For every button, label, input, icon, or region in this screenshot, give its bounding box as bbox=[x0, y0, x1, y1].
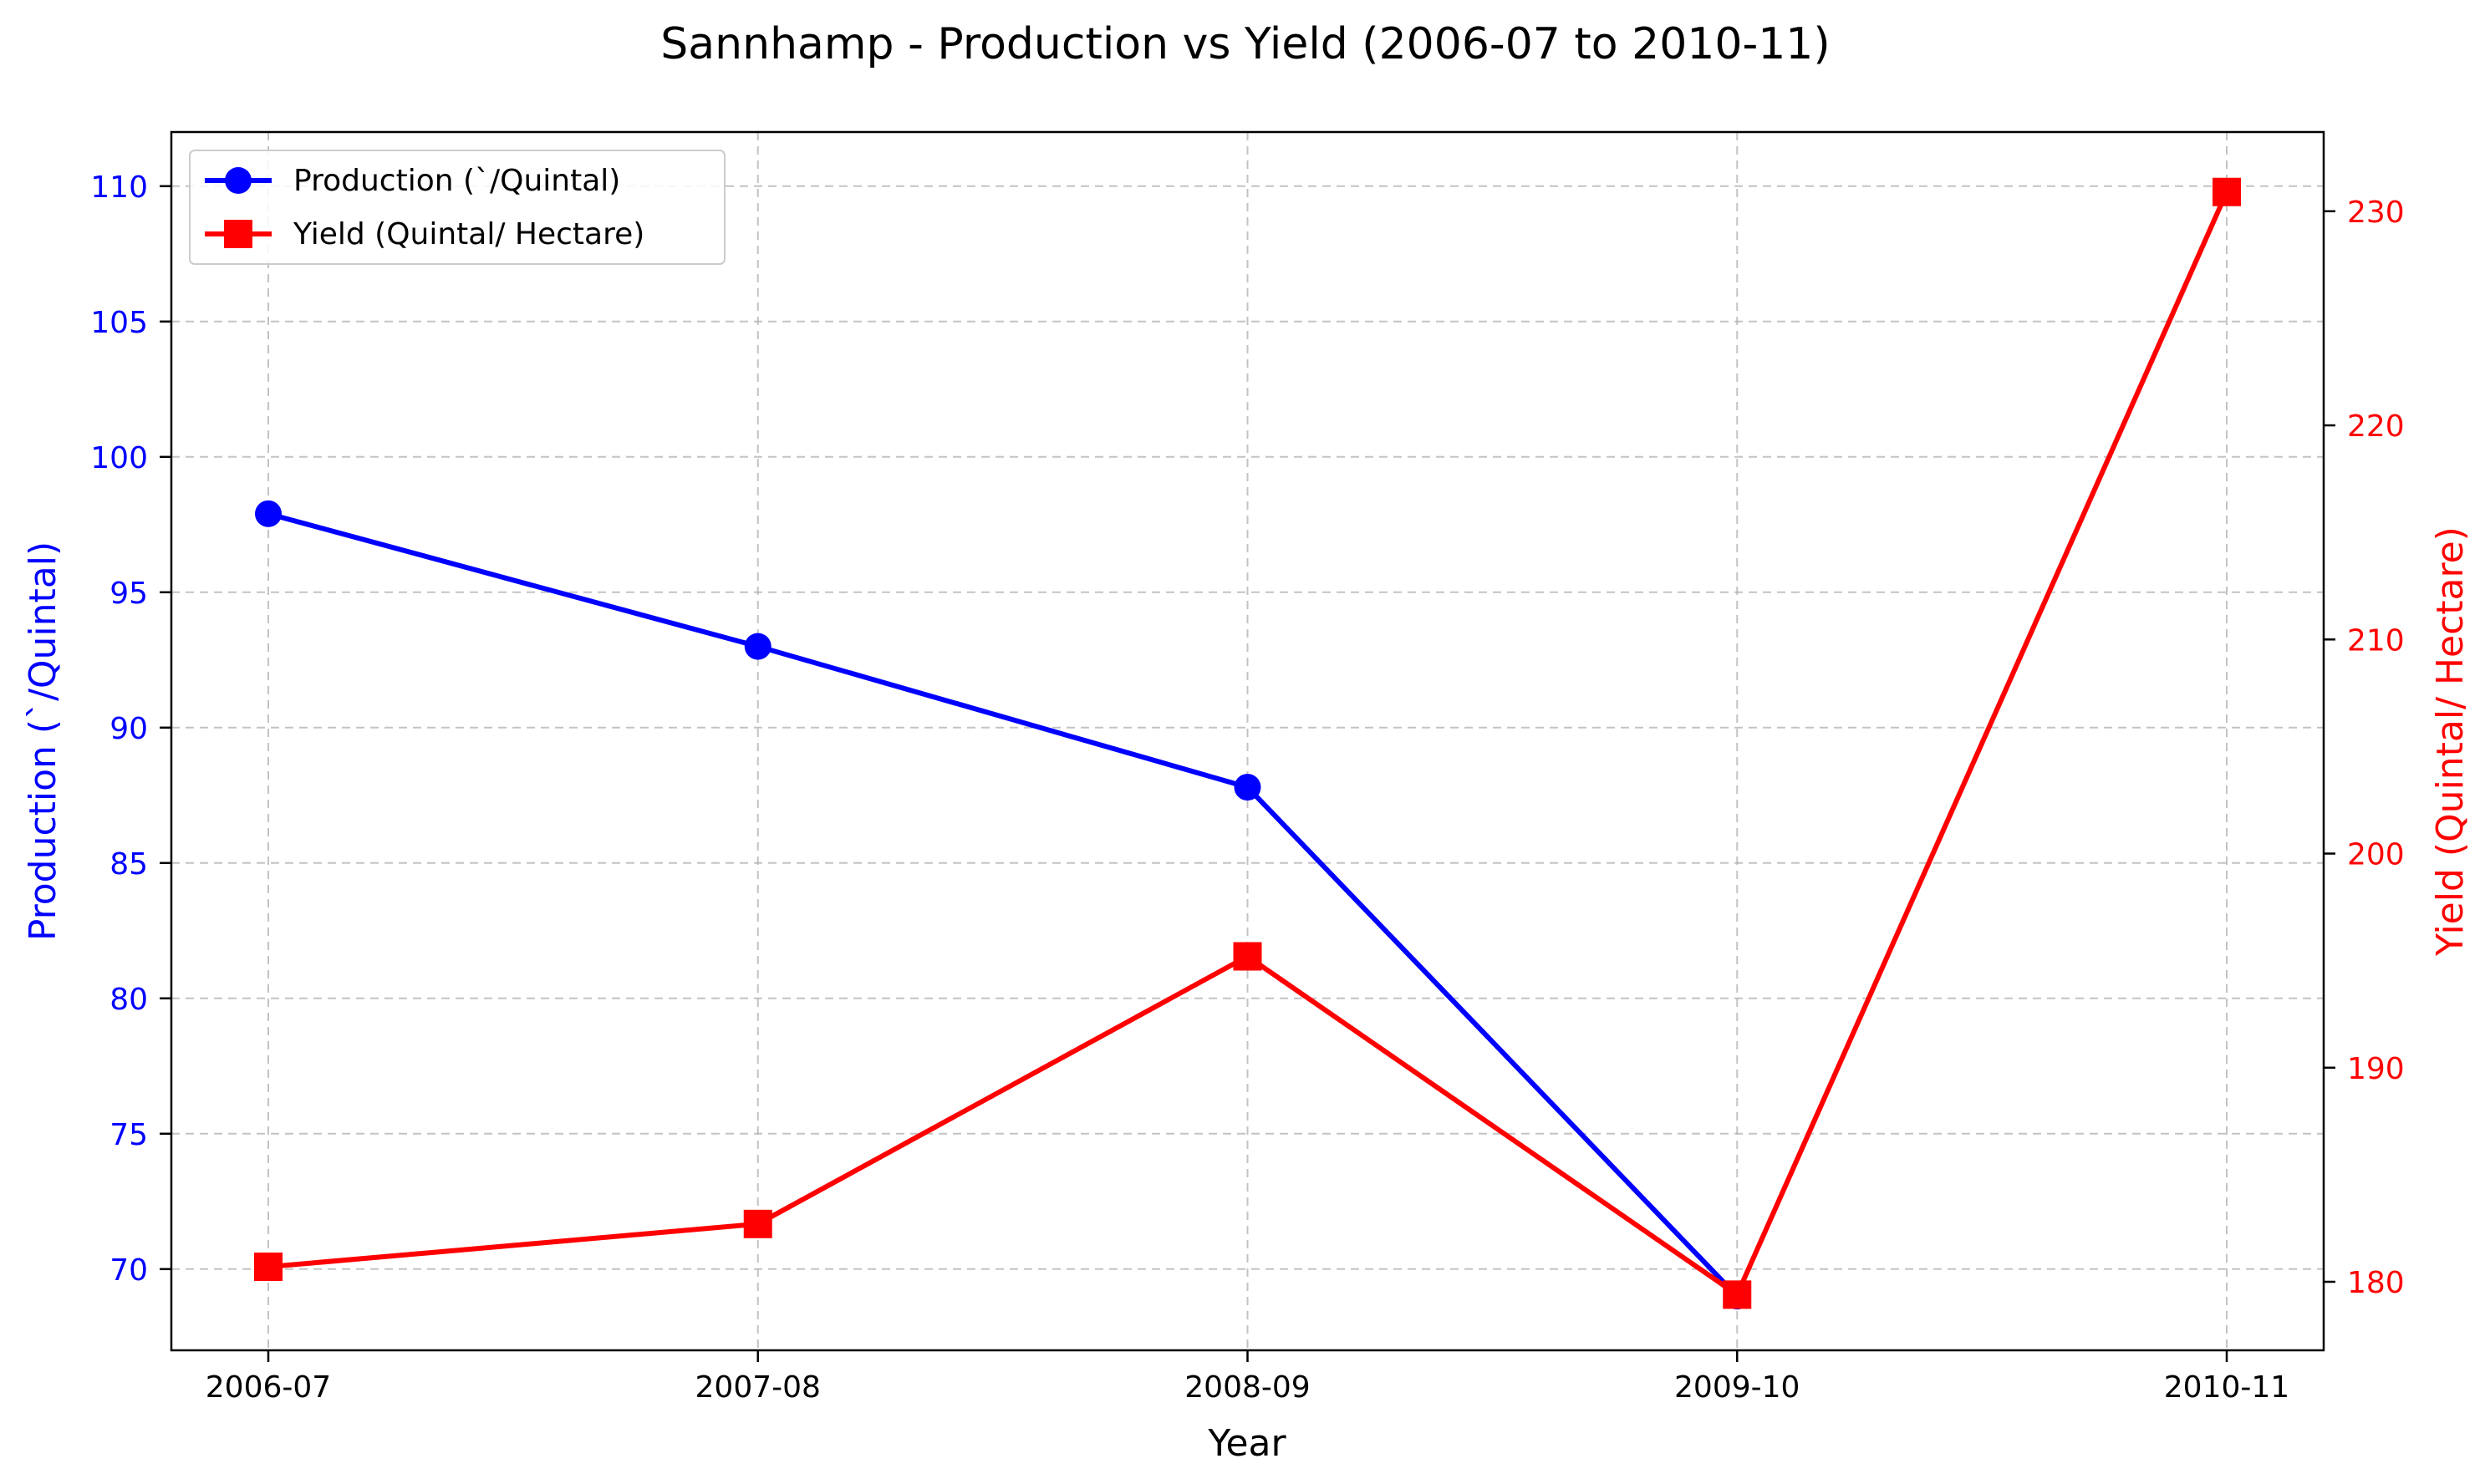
data-point bbox=[2213, 177, 2241, 206]
legend-marker bbox=[225, 167, 252, 194]
data-point bbox=[255, 500, 282, 527]
x-tick-label: 2010-11 bbox=[2164, 1370, 2289, 1405]
legend-item: Production (`/Quintal) bbox=[205, 164, 620, 198]
y-left-tick-label: 110 bbox=[90, 170, 148, 205]
y-right-tick-label: 200 bbox=[2347, 838, 2405, 872]
series-2 bbox=[254, 177, 2241, 1309]
data-point bbox=[254, 1253, 283, 1282]
y-right-tick-label: 210 bbox=[2347, 623, 2405, 658]
x-tick-label: 2007-08 bbox=[695, 1370, 821, 1405]
y-left-tick-label: 100 bbox=[90, 441, 148, 475]
legend-item: Yield (Quintal/ Hectare) bbox=[205, 217, 644, 252]
y-axis-left: 70 75 80 85 90 95 100 105 110 bbox=[90, 170, 171, 1288]
y-right-tick-label: 230 bbox=[2347, 196, 2405, 230]
legend-marker bbox=[224, 220, 252, 248]
legend: Production (`/Quintal) Yield (Quintal/ He… bbox=[189, 150, 726, 265]
data-point bbox=[743, 1209, 772, 1238]
y-left-tick-label: 70 bbox=[109, 1253, 148, 1288]
y-axis-left-label: Production (`/Quintal) bbox=[22, 541, 64, 941]
data-point bbox=[1233, 942, 1262, 971]
chart-title: Sannhamp - Production vs Yield (2006-07 … bbox=[660, 19, 1830, 69]
y-axis-right-label: Yield (Quintal/ Hectare) bbox=[2429, 526, 2472, 957]
series-layer bbox=[254, 177, 2241, 1310]
y-right-tick-label: 180 bbox=[2347, 1266, 2405, 1300]
y-left-tick-label: 75 bbox=[109, 1118, 148, 1152]
data-point bbox=[1234, 774, 1261, 801]
y-left-tick-label: 80 bbox=[109, 983, 148, 1017]
series-line bbox=[267, 511, 1739, 1298]
data-point bbox=[744, 633, 771, 660]
x-axis: 2006-07 2007-08 2008-09 2009-10 2010-11 bbox=[206, 1350, 2289, 1405]
y-right-tick-label: 190 bbox=[2347, 1052, 2405, 1086]
y-left-tick-label: 105 bbox=[90, 306, 148, 340]
x-tick-label: 2009-10 bbox=[1674, 1370, 1800, 1405]
plot-frame bbox=[170, 130, 2325, 1352]
legend-label: Production (`/Quintal) bbox=[293, 164, 620, 198]
x-tick-label: 2008-09 bbox=[1184, 1370, 1310, 1405]
data-point bbox=[1723, 1280, 1752, 1309]
y-left-tick-label: 90 bbox=[109, 712, 148, 746]
y-left-tick-label: 85 bbox=[109, 847, 148, 882]
legend-box bbox=[189, 150, 726, 265]
x-tick-label: 2006-07 bbox=[206, 1370, 331, 1405]
y-left-tick-label: 95 bbox=[109, 577, 148, 611]
y-axis-right: 180 190 200 210 220 230 bbox=[2324, 196, 2405, 1300]
series-1 bbox=[255, 500, 1751, 1310]
legend-label: Yield (Quintal/ Hectare) bbox=[293, 217, 644, 252]
grid bbox=[171, 132, 2324, 1350]
y-right-tick-label: 220 bbox=[2347, 409, 2405, 444]
x-axis-label: Year bbox=[1207, 1422, 1286, 1465]
